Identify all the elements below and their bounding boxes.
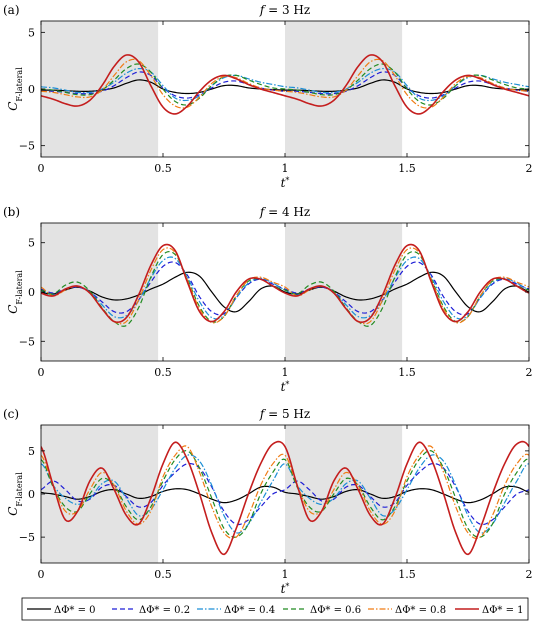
x-tick-label: 1 [282, 162, 289, 175]
x-tick-label: 0.5 [154, 162, 172, 175]
series-line [41, 454, 529, 534]
x-tick-label: 1.5 [398, 162, 416, 175]
legend: ΔΦ* = 0 ΔΦ* = 0.2 ΔΦ* = 0.4 ΔΦ* = 0.6 ΔΦ* = … [21, 597, 529, 621]
x-tick-label: 0.5 [154, 366, 172, 379]
x-axis-label-sup: * [285, 380, 289, 389]
x-axis-label: t* [281, 176, 290, 191]
x-tick-label: 2 [526, 366, 533, 379]
panel-label: (c) [3, 407, 19, 421]
series-line [41, 67, 529, 102]
series-line [41, 71, 529, 99]
x-axis-label-sup: * [285, 582, 289, 591]
panel-title: f = 3 Hz [259, 3, 310, 17]
y-axis-label-base: C [6, 305, 20, 314]
panel-1: 0 0.5 1 1.5 2−505(a) f = 3 Hzt*CF-lateral [3, 3, 533, 190]
x-tick-label: 0 [38, 366, 45, 379]
x-tick-label: 1 [282, 568, 289, 581]
panel-2: 0 0.5 1 1.5 2 −5 0 5 (b) f = 4 Hz t* CF-lateral [3, 205, 533, 394]
shaded-interval [41, 425, 159, 563]
x-tick-label: 1.5 [398, 568, 416, 581]
legend-label: ΔΦ* = 0.8 [395, 605, 446, 616]
x-tick-label: 0 [38, 162, 45, 175]
y-axis-label-base: C [6, 102, 20, 111]
panel-3: 0 0.5 1 1.5 2 −5 0 5 (c) f = 5 Hz t* CF-lateral [3, 407, 533, 596]
y-axis-label: CF-lateral [6, 270, 24, 314]
panel-title: f = 4 Hz [259, 205, 310, 219]
x-axis-label: t* [281, 380, 290, 395]
x-tick-label: 1.5 [398, 366, 416, 379]
legend-label: ΔΦ* = 1 [482, 605, 524, 616]
series-line [41, 58, 529, 109]
title-variable: f [259, 205, 267, 219]
series-line [41, 63, 529, 106]
x-axis-label-base: t [281, 176, 286, 190]
legend-label: ΔΦ* = 0 [54, 605, 96, 616]
y-axis-label: CF-lateral [6, 67, 24, 111]
y-tick-label: 5 [28, 445, 35, 458]
y-tick-label: 0 [28, 488, 35, 501]
y-axis-label-sub: F-lateral [15, 270, 24, 305]
x-tick-label: 0 [38, 568, 45, 581]
x-tick-label: 2 [526, 568, 533, 581]
title-value: = 5 Hz [264, 407, 310, 421]
y-tick-label: 5 [28, 237, 35, 250]
panel-label: (a) [3, 3, 20, 17]
panel-title: f = 5 Hz [259, 407, 310, 421]
title-variable: f [259, 3, 267, 17]
series-line [41, 261, 529, 316]
y-tick-label: −5 [19, 531, 35, 544]
title-value: = 3 Hz [264, 3, 310, 17]
series-line [41, 450, 529, 538]
legend-label: ΔΦ* = 0.2 [139, 605, 190, 616]
y-tick-label: −5 [19, 335, 35, 348]
legend-label: ΔΦ* = 0.4 [224, 605, 275, 616]
series-line [41, 79, 529, 95]
x-axis-label-base: t [281, 582, 286, 596]
series-line [41, 54, 529, 115]
y-axis-label: CF-lateral [6, 472, 24, 516]
panel-label: (b) [3, 205, 20, 219]
y-axis-label-sub: F-lateral [15, 67, 24, 102]
y-tick-label: −5 [19, 140, 35, 153]
x-axis-label-base: t [281, 380, 286, 394]
y-axis-label-base: C [6, 507, 20, 516]
series-line [41, 250, 529, 327]
y-axis-label-sub: F-lateral [15, 472, 24, 507]
shaded-interval [285, 425, 403, 563]
x-axis-label: t* [281, 582, 290, 597]
x-tick-label: 2 [526, 162, 533, 175]
title-variable: f [259, 407, 267, 421]
x-tick-label: 0.5 [154, 568, 172, 581]
x-tick-label: 1 [282, 366, 289, 379]
series-line [41, 243, 529, 324]
series-line [41, 271, 529, 313]
legend-box [21, 597, 529, 621]
title-value: = 4 Hz [264, 205, 310, 219]
y-tick-label: 0 [28, 286, 35, 299]
legend-label: ΔΦ* = 0.6 [310, 605, 361, 616]
y-tick-label: 5 [28, 26, 35, 39]
y-tick-label: 0 [28, 83, 35, 96]
series-line [41, 247, 529, 325]
x-axis-label-sup: * [285, 176, 289, 185]
series-line [41, 440, 529, 556]
